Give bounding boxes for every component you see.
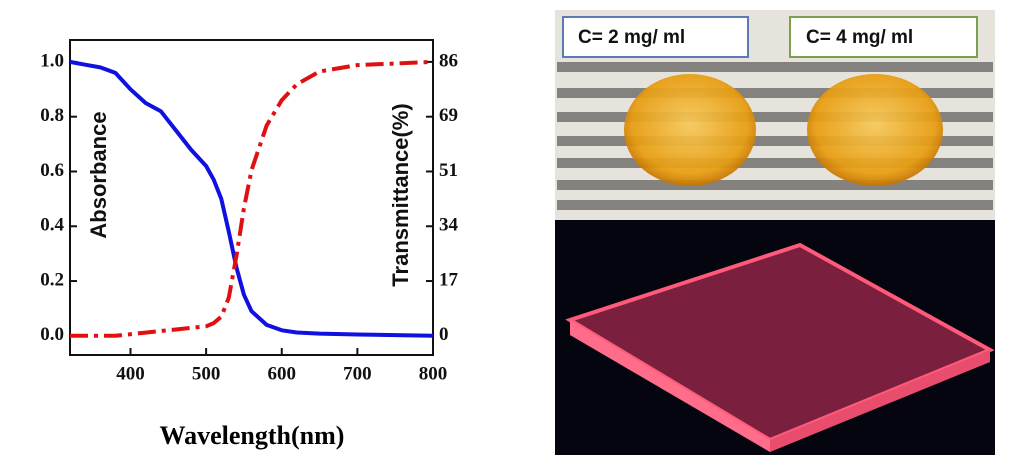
y2-tick-label: 34 [439, 215, 459, 236]
series-line [70, 59, 434, 338]
y2-axis-label: Transmittance(%) [388, 103, 413, 286]
y-tick-label: 0.6 [40, 160, 64, 181]
y-tick-label: 0.4 [40, 215, 64, 236]
lens-2mg [624, 74, 756, 186]
series-line [69, 59, 434, 338]
photo-label: C= 4 mg/ ml [806, 27, 913, 48]
y2-tick-label: 17 [439, 269, 459, 290]
photo-label: C= 2 mg/ ml [578, 27, 685, 48]
x-tick-label: 400 [116, 363, 145, 384]
label-box [562, 16, 749, 58]
y2-tick-label: 51 [439, 160, 458, 181]
y-tick-label: 0.2 [40, 269, 64, 290]
slab-edge [570, 320, 770, 452]
lens-4mg [807, 74, 943, 186]
y2-tick-label: 69 [439, 105, 458, 126]
y-tick-label: 0.0 [40, 324, 64, 345]
x-tick-label: 500 [192, 363, 221, 384]
y2-tick-label: 0 [439, 324, 449, 345]
x-axis-label: Wavelength(nm) [160, 421, 345, 450]
label-box [789, 16, 978, 58]
y2-tick-label: 86 [439, 50, 458, 71]
x-tick-label: 800 [419, 363, 448, 384]
slab-edge [770, 350, 990, 452]
paper-text-lines [557, 62, 993, 210]
y-axis-label: Absorbance [86, 111, 111, 238]
x-tick-label: 600 [268, 363, 297, 384]
y-tick-label: 1.0 [40, 50, 64, 71]
y-tick-label: 0.8 [40, 105, 64, 126]
plot-frame [69, 39, 434, 356]
x-tick-label: 700 [343, 363, 372, 384]
